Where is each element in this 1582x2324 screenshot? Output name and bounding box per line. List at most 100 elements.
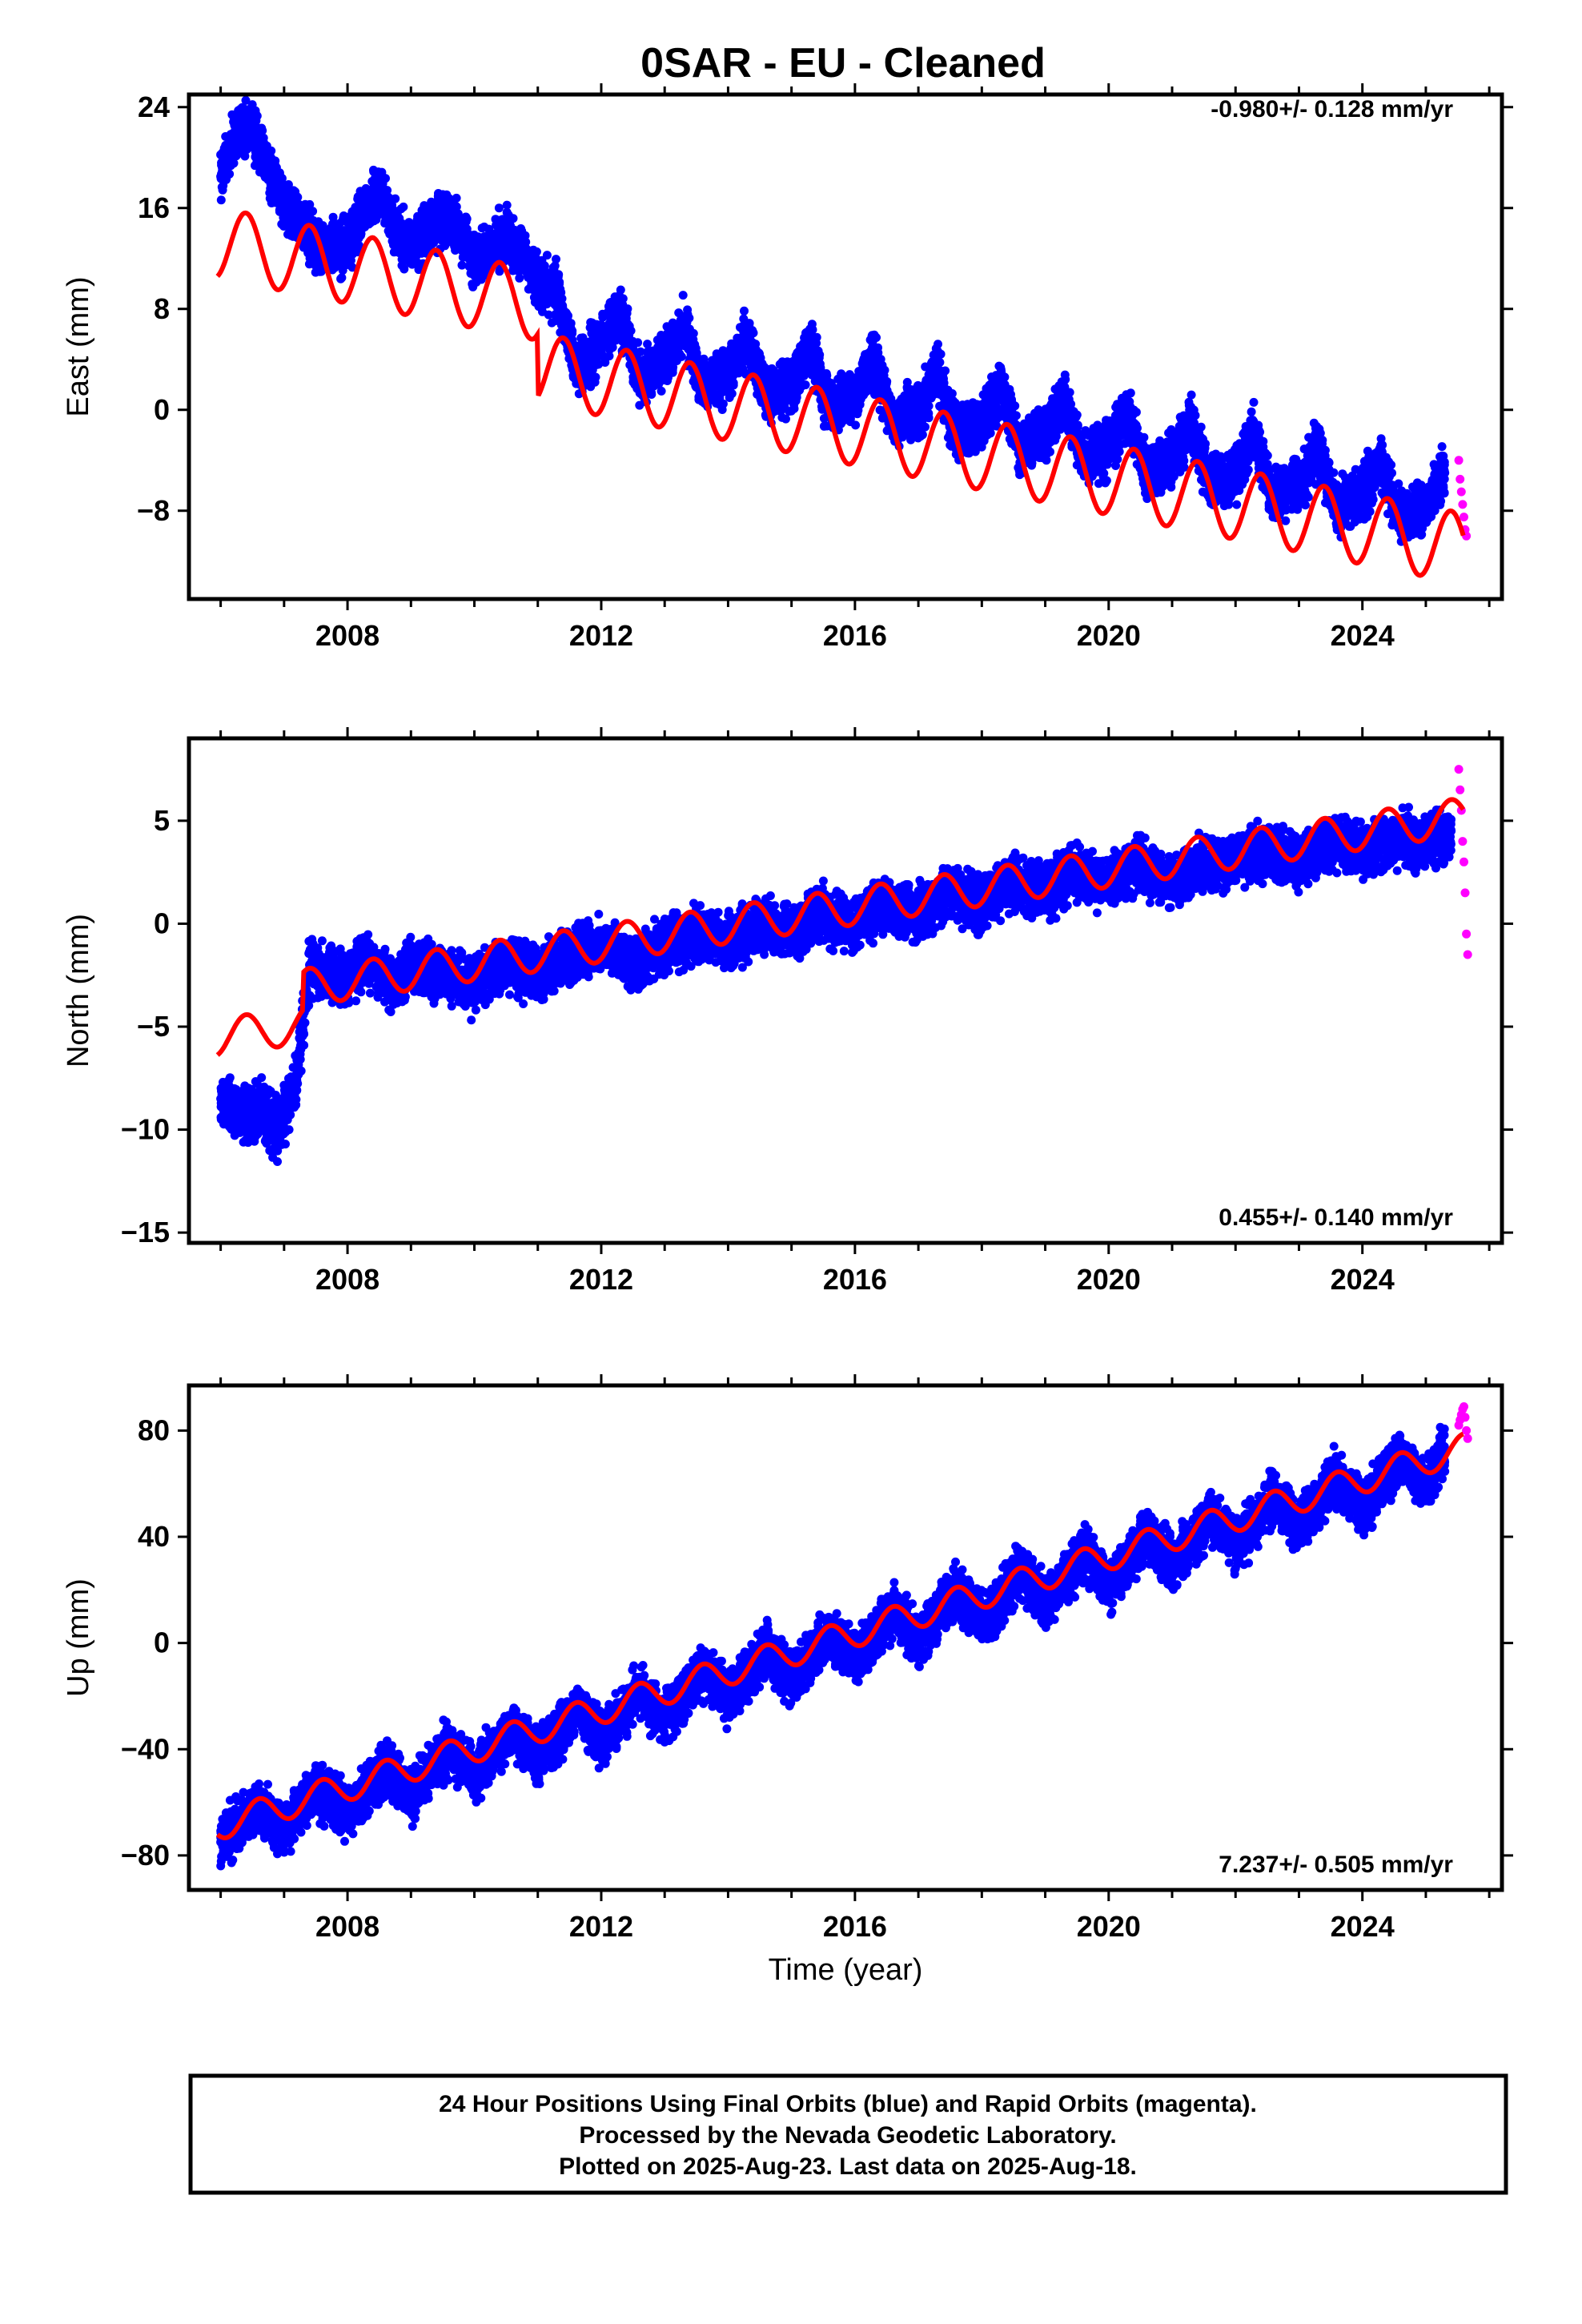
east-final-point	[591, 372, 600, 382]
east-final-point	[480, 253, 489, 263]
east-final-point	[428, 223, 438, 232]
east-final-point	[794, 356, 804, 365]
east-final-point	[578, 333, 588, 343]
east-final-point	[417, 206, 427, 215]
east-final-point	[901, 424, 911, 433]
east-final-point	[385, 216, 395, 226]
east-final-point	[440, 238, 449, 247]
east-final-point	[781, 414, 790, 424]
east-final-point	[789, 400, 799, 409]
east-final-point	[935, 358, 945, 367]
east-final-point	[229, 159, 239, 168]
east-final-point	[520, 231, 530, 240]
east-final-point	[705, 388, 715, 398]
east-final-point	[328, 212, 338, 222]
east-final-point	[513, 251, 522, 261]
east-final-point	[400, 264, 409, 274]
east-final-point	[223, 167, 232, 177]
east-final-point	[714, 400, 724, 409]
east-final-point	[305, 199, 315, 209]
east-final-point	[512, 228, 522, 237]
east-final-point	[942, 398, 951, 408]
east-final-point	[669, 363, 678, 372]
east-final-point	[480, 222, 489, 231]
east-final-series	[216, 95, 1450, 546]
east-final-point	[502, 200, 512, 210]
east-final-point	[446, 215, 456, 224]
east-final-point	[734, 341, 744, 351]
east-final-point	[604, 352, 614, 361]
east-final-point	[604, 302, 613, 312]
east-final-point	[662, 370, 672, 380]
east-final-point	[448, 231, 457, 241]
east-final-point	[494, 203, 504, 213]
east-final-point	[923, 400, 933, 410]
east-final-point	[325, 228, 335, 238]
east-final-point	[336, 274, 346, 283]
east-final-point	[568, 328, 577, 338]
east-final-point	[546, 267, 556, 277]
east-final-point	[347, 263, 357, 272]
east-final-point	[727, 389, 737, 398]
east-final-point	[556, 312, 565, 322]
east-final-point	[617, 319, 627, 328]
east-final-point	[586, 382, 596, 392]
east-final-point	[505, 240, 515, 250]
east-final-point	[325, 250, 335, 259]
east-final-point	[383, 206, 392, 215]
east-final-point	[525, 269, 535, 279]
east-final-point	[714, 370, 724, 380]
east-final-point	[399, 202, 408, 211]
east-final-point	[236, 117, 246, 127]
east-final-point	[343, 251, 353, 261]
east-final-point	[552, 303, 562, 312]
east-final-point	[774, 403, 783, 412]
east-final-point	[420, 235, 430, 245]
east-final-point	[494, 243, 504, 251]
east-final-point	[458, 252, 468, 262]
east-final-point	[379, 195, 389, 205]
east-final-point	[616, 285, 625, 295]
east-final-point	[882, 387, 892, 396]
east-final-point	[617, 336, 627, 346]
east-final-point	[329, 241, 339, 251]
east-final-point	[661, 336, 671, 345]
east-final-point	[457, 260, 467, 270]
east-final-point	[905, 402, 914, 411]
east-final-point	[936, 375, 946, 384]
east-final-point	[267, 199, 276, 207]
east-final-point	[375, 174, 384, 183]
east-final-point	[776, 392, 785, 402]
east-final-point	[236, 139, 246, 148]
east-final-point	[591, 358, 600, 368]
east-final-point	[905, 384, 915, 394]
east-final-point	[480, 243, 490, 252]
east-final-point	[387, 236, 397, 246]
east-final-point	[271, 183, 280, 193]
east-final-point	[644, 347, 653, 356]
east-final-point	[936, 349, 946, 359]
east-final-point	[252, 131, 262, 140]
east-final-point	[837, 369, 846, 379]
east-final-point	[729, 349, 739, 359]
east-final-point	[812, 374, 821, 384]
east-final-point	[753, 364, 763, 373]
east-final-point	[934, 340, 942, 349]
east-final-point	[473, 232, 483, 242]
east-final-point	[318, 224, 327, 234]
east-final-point	[873, 343, 882, 352]
east-final-point	[534, 302, 544, 312]
figure-title: 0SAR - EU - Cleaned	[640, 40, 1046, 86]
east-final-point	[369, 165, 378, 175]
east-final-point	[586, 318, 596, 328]
east-final-point	[338, 216, 347, 226]
east-final-point	[809, 359, 817, 368]
east-final-point	[291, 187, 300, 196]
east-final-point	[605, 312, 615, 322]
east-final-point	[397, 219, 407, 228]
east-final-point	[438, 190, 448, 199]
east-final-point	[494, 226, 504, 235]
east-final-point	[216, 195, 226, 205]
east-final-point	[414, 227, 424, 236]
